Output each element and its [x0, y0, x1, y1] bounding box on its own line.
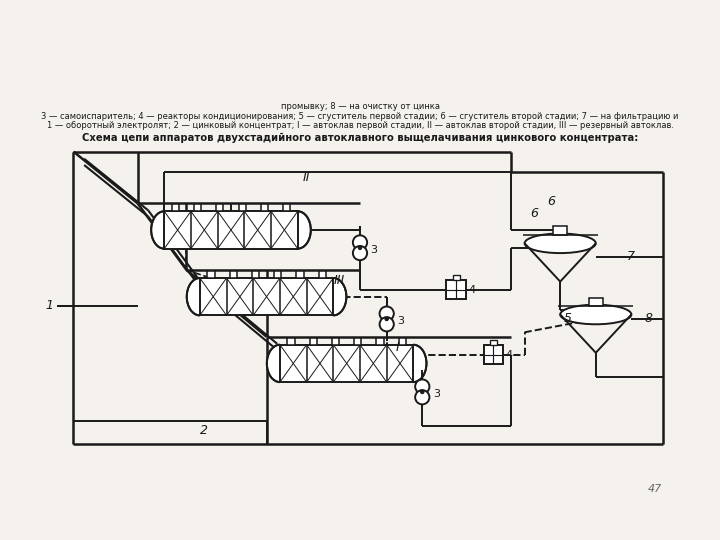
Bar	[216, 204, 223, 211]
Circle shape	[353, 246, 367, 260]
Text: 2: 2	[200, 424, 208, 437]
Circle shape	[415, 390, 429, 404]
Text: 47: 47	[648, 484, 662, 494]
Circle shape	[420, 390, 424, 394]
Bar	[553, 226, 567, 235]
Text: Схема цепи аппаратов двухстадийного автоклавного выщелачивания цинкового концент: Схема цепи аппаратов двухстадийного авто…	[82, 133, 638, 143]
Bar	[230, 271, 237, 278]
Text: 4: 4	[469, 285, 476, 295]
Bar	[490, 340, 497, 345]
Bar	[332, 338, 339, 345]
Text: III: III	[333, 274, 345, 287]
Circle shape	[415, 380, 429, 394]
Text: 3: 3	[397, 316, 405, 326]
Bar	[354, 338, 361, 345]
Text: II: II	[302, 171, 310, 184]
Polygon shape	[333, 278, 346, 315]
Bar	[238, 204, 246, 211]
Bar	[274, 271, 282, 278]
Bar	[297, 271, 304, 278]
Bar	[287, 338, 294, 345]
Bar	[200, 278, 333, 315]
Bar	[252, 271, 259, 278]
Text: 5: 5	[564, 313, 572, 326]
Bar	[377, 338, 384, 345]
Bar	[280, 345, 413, 382]
Bar	[453, 275, 459, 280]
Bar	[283, 204, 290, 211]
Polygon shape	[151, 211, 164, 248]
Text: 6: 6	[530, 207, 538, 220]
Polygon shape	[267, 345, 280, 382]
Text: промывку; 8 — на очистку от цинка: промывку; 8 — на очистку от цинка	[281, 102, 439, 111]
Circle shape	[359, 246, 361, 249]
Text: 1: 1	[45, 299, 53, 312]
Bar	[280, 345, 413, 382]
Bar	[484, 345, 503, 364]
Text: 3 — самоиспаритель; 4 — реакторы кондиционирования; 5 — сгуститель первой стадии: 3 — самоиспаритель; 4 — реакторы кондици…	[41, 112, 679, 120]
Circle shape	[385, 317, 389, 321]
Text: I: I	[395, 341, 400, 354]
Text: 4: 4	[506, 349, 513, 360]
Bar	[310, 338, 317, 345]
Bar	[200, 278, 333, 315]
Bar	[207, 271, 215, 278]
Circle shape	[379, 317, 394, 332]
Circle shape	[353, 235, 367, 249]
Text: 7: 7	[627, 250, 635, 263]
Text: 3: 3	[433, 389, 440, 399]
Bar	[164, 211, 297, 248]
Bar	[194, 204, 201, 211]
Text: 1 — оборотный электролят; 2 — цинковый концентрат; I — автоклав первой стадии, I: 1 — оборотный электролят; 2 — цинковый к…	[47, 122, 673, 131]
Bar	[319, 271, 325, 278]
Circle shape	[379, 307, 394, 321]
Polygon shape	[413, 345, 426, 382]
Ellipse shape	[525, 233, 595, 253]
Ellipse shape	[560, 305, 631, 325]
Bar	[172, 204, 179, 211]
Text: 3: 3	[371, 245, 378, 254]
Bar	[164, 211, 297, 248]
Bar	[261, 204, 268, 211]
Text: 6: 6	[547, 195, 555, 208]
Bar	[589, 298, 603, 307]
Bar	[446, 280, 466, 299]
Bar	[399, 338, 406, 345]
Polygon shape	[297, 211, 311, 248]
Polygon shape	[186, 278, 200, 315]
Text: 8: 8	[644, 313, 653, 326]
